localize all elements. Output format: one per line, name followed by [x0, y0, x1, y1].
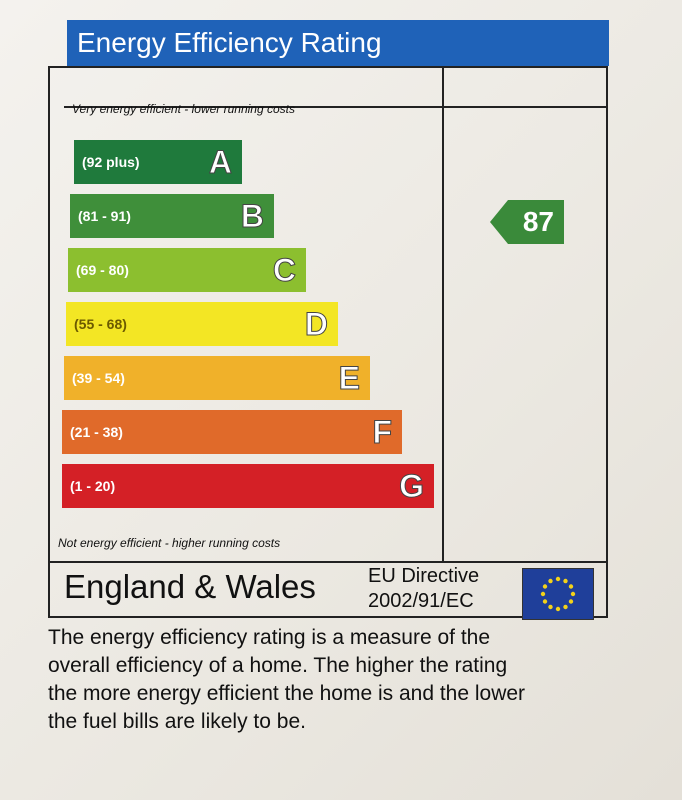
- band-letter: B: [240, 197, 264, 234]
- top-caption: Very energy efficient - lower running co…: [72, 102, 295, 116]
- description: The energy efficiency rating is a measur…: [48, 624, 618, 736]
- band-range: (55 - 68): [74, 316, 127, 332]
- rating-band-b: (81 - 91) B: [70, 194, 274, 238]
- header-divider: [64, 106, 608, 108]
- description-line: overall efficiency of a home. The higher…: [48, 654, 508, 677]
- rating-band-a: (92 plus) A: [74, 140, 242, 184]
- band-range: (69 - 80): [76, 262, 129, 278]
- rating-band-f: (21 - 38) F: [62, 410, 402, 454]
- band-range: (1 - 20): [70, 478, 116, 494]
- rating-band-g: (1 - 20) G: [62, 464, 434, 508]
- rating-band-d: (55 - 68) D: [66, 302, 338, 346]
- description-line: The energy efficiency rating is a measur…: [48, 626, 491, 649]
- description-line: the more energy efficient the home is an…: [48, 682, 526, 705]
- eu-directive: EU Directive 2002/91/EC: [368, 564, 479, 614]
- column-divider: [442, 68, 444, 561]
- band-range: (92 plus): [82, 154, 140, 170]
- rating-title: Energy Efficiency Rating: [67, 20, 609, 66]
- band-range: (21 - 38): [70, 424, 123, 440]
- band-letter: F: [372, 413, 393, 450]
- region-label: England & Wales: [64, 568, 316, 605]
- directive-line-1: EU Directive: [368, 565, 480, 587]
- band-letter: G: [399, 467, 425, 504]
- current-rating-arrow: 87: [490, 200, 564, 244]
- band-range: (39 - 54): [72, 370, 125, 386]
- band-letter: D: [304, 305, 328, 342]
- directive-line-2: 2002/91/EC: [368, 590, 474, 612]
- eu-flag-icon: [522, 568, 594, 620]
- rating-chart-frame: Very energy efficient - lower running co…: [48, 66, 608, 620]
- rating-band-c: (69 - 80) C: [68, 248, 306, 292]
- band-letter: A: [208, 143, 232, 180]
- current-rating-value: 87: [522, 206, 554, 237]
- bottom-caption: Not energy efficient - higher running co…: [58, 536, 281, 550]
- band-letter: C: [272, 251, 296, 288]
- rating-band-e: (39 - 54) E: [64, 356, 370, 400]
- band-range: (81 - 91): [78, 208, 131, 224]
- footer-divider: [50, 561, 606, 563]
- band-letter: E: [338, 359, 360, 396]
- description-line: the fuel bills are likely to be.: [48, 710, 306, 733]
